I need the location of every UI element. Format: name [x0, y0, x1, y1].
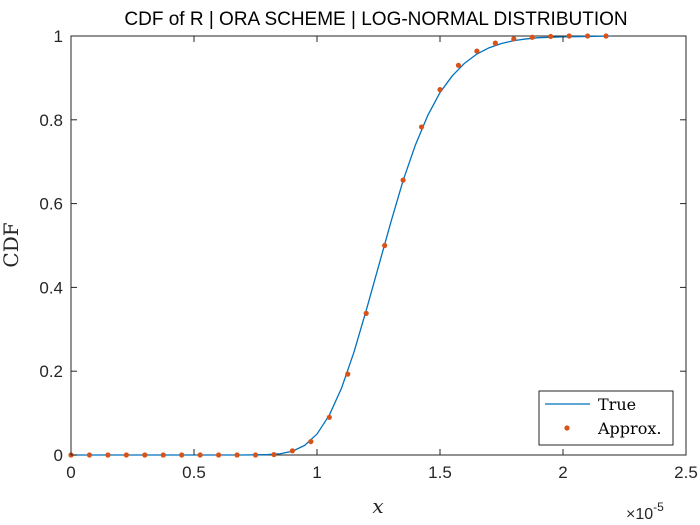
y-tick-label: 0.2: [39, 362, 63, 381]
approx-point: [142, 452, 148, 458]
ticks-layer: 0 0.5 1 1.5 2 2.5 0 0.2 0.4 0.6 0.8 1: [39, 27, 697, 482]
approx-point: [400, 177, 406, 183]
legend-marker-approx: [564, 425, 570, 431]
x-exponent-power: -5: [653, 500, 664, 514]
approx-point: [382, 242, 388, 249]
approx-point: [511, 36, 517, 42]
y-tick-label: 0.4: [39, 278, 63, 297]
approx-point: [197, 452, 203, 458]
y-tick-label: 0.6: [39, 195, 63, 214]
x-tick-label: 1: [312, 463, 321, 482]
approx-point: [437, 87, 443, 93]
legend-box: [538, 390, 674, 446]
approx-point: [492, 40, 498, 46]
approx-point: [234, 452, 240, 458]
approx-point: [308, 438, 314, 445]
approx-point: [216, 452, 222, 458]
approx-point: [474, 48, 480, 54]
x-tick-label: 1.5: [428, 463, 452, 482]
approx-point: [585, 33, 591, 39]
approx-point: [455, 62, 462, 68]
chart-title: CDF of R | ORA SCHEME | LOG-NORMAL DISTR…: [124, 9, 627, 30]
approx-point: [418, 124, 425, 130]
series-layer: [68, 33, 613, 458]
y-tick-label: 0: [54, 446, 63, 465]
x-tick-label: 0.5: [182, 463, 206, 482]
y-tick-label: 0.8: [39, 111, 63, 130]
approx-point: [548, 33, 554, 40]
x-tick-label: 0: [66, 463, 75, 482]
plot-area: [70, 35, 687, 456]
legend-label-approx: Approx.: [597, 419, 661, 438]
approx-point: [326, 414, 332, 420]
legend: True Approx.: [538, 390, 674, 446]
axes-box: [70, 35, 687, 456]
y-tick-label: 1: [54, 27, 63, 46]
approx-point: [123, 452, 129, 458]
legend-label-true: True: [598, 395, 636, 414]
x-tick-label: 2.5: [674, 463, 698, 482]
x-axis-label: x: [372, 494, 383, 518]
approx-point: [160, 452, 166, 458]
approx-point: [345, 371, 351, 377]
approx-point: [566, 33, 572, 39]
approx-point: [529, 34, 535, 40]
approx-point: [179, 452, 185, 458]
x-tick-label: 2: [558, 463, 567, 482]
approx-point: [252, 452, 259, 458]
approx-point: [363, 310, 369, 316]
x-exponent-base: ×10: [626, 506, 653, 523]
approx-point: [86, 452, 93, 458]
approx-point: [105, 452, 111, 458]
x-exponent: ×10-5: [626, 500, 664, 523]
approx-point: [271, 451, 277, 458]
approx-point: [289, 448, 295, 454]
series-line-true: [71, 35, 613, 456]
approx-point: [603, 33, 609, 39]
y-axis-label: CDF: [0, 222, 23, 267]
